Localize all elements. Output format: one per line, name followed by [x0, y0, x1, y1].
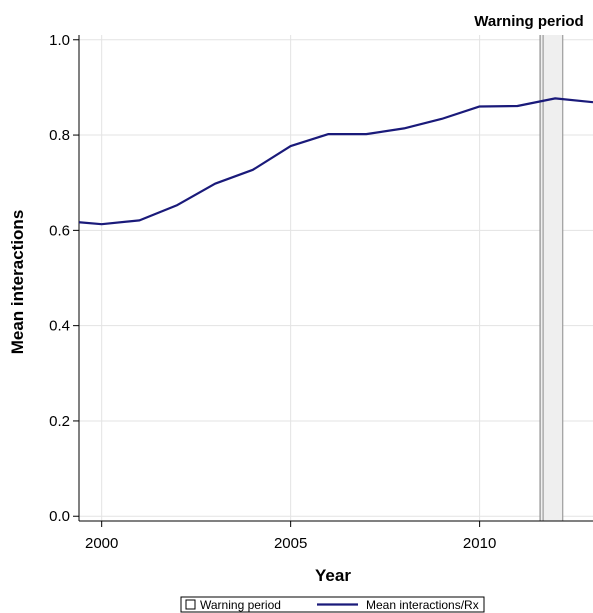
legend: Warning period Mean interactions/Rx — [180, 596, 485, 613]
x-tick-label: 2005 — [274, 535, 307, 552]
y-tick-label: 0.0 — [49, 508, 70, 525]
x-axis-title: Year — [315, 566, 351, 585]
warning-period-fill — [540, 35, 563, 521]
y-axis-title: Mean interactions — [8, 210, 27, 355]
grid-lines — [79, 35, 593, 521]
x-tick-label: 2010 — [463, 535, 496, 552]
x-tick-label: 2000 — [85, 535, 118, 552]
plot-frame — [78, 35, 593, 522]
y-axis: 0.0 0.2 0.4 0.6 0.8 1.0 — [49, 32, 79, 525]
y-tick-label: 0.6 — [49, 222, 70, 239]
warning-period-band — [539, 35, 564, 521]
warning-period-label: Warning period — [474, 13, 583, 30]
series-layer — [78, 97, 593, 226]
y-tick-label: 0.8 — [49, 127, 70, 144]
legend-swatch-warning-period — [185, 599, 196, 610]
x-axis: 2000 2005 2010 — [85, 521, 496, 552]
legend-label-mean-interactions: Mean interactions/Rx — [366, 598, 479, 612]
y-tick-label: 0.4 — [49, 318, 70, 335]
y-tick-label: 0.2 — [49, 413, 70, 430]
y-tick-label: 1.0 — [49, 32, 70, 49]
legend-label-warning-period: Warning period — [200, 598, 281, 612]
series-line-mean-interactions — [78, 97, 593, 226]
